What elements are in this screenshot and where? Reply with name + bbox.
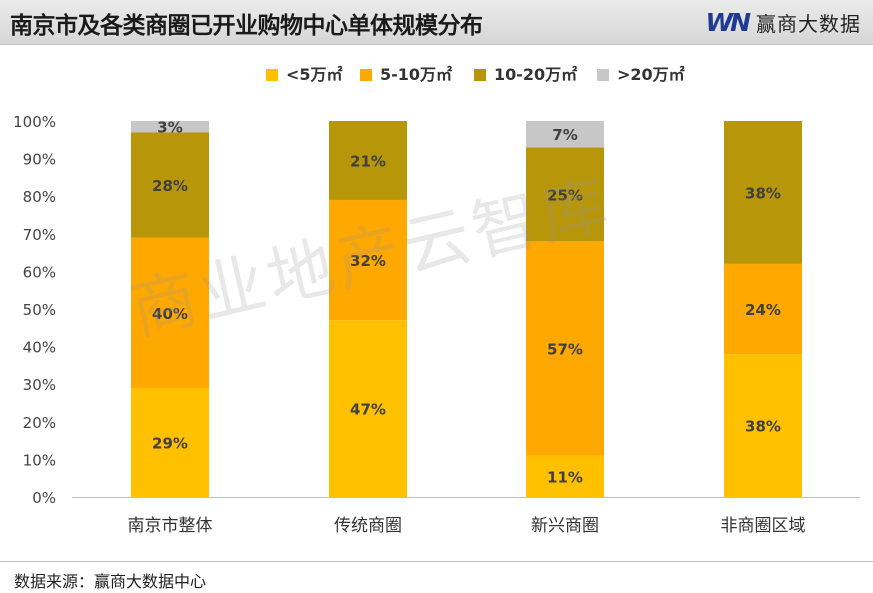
bar-segment (131, 387, 209, 497)
data-label: 32% (350, 252, 386, 270)
bar-segment (724, 263, 802, 355)
y-tick-label: 60% (23, 263, 56, 281)
header-bar: 南京市及各类商圈已开业购物中心单体规模分布 WN 赢商大数据 (0, 0, 873, 45)
bar-segment (329, 121, 407, 200)
y-tick-label: 10% (23, 451, 56, 469)
brand-name: 赢商大数据 (756, 11, 861, 36)
bar-segment (526, 147, 604, 242)
legend-label: >20万㎡ (617, 65, 685, 84)
stacked-bar-chart: <5万㎡ 5-10万㎡ 10-20万㎡ >20万㎡ 0% 10% 20% 30% 40% 50%… (13, 65, 860, 536)
bar-segment (526, 241, 604, 456)
y-axis: 0% 10% 20% 30% 40% 50% 60% 70% 80% 90% 100% (13, 113, 860, 507)
data-label: 28% (152, 177, 188, 195)
data-label: 57% (547, 340, 583, 358)
bar-segment (131, 121, 209, 133)
data-label: 21% (350, 152, 386, 170)
bar-segment (526, 121, 604, 148)
y-tick-label: 100% (13, 113, 56, 131)
x-tick-label: 新兴商圈 (531, 516, 599, 536)
x-tick-label: 传统商圈 (334, 516, 402, 536)
x-tick-label: 南京市整体 (128, 516, 213, 536)
x-axis: 南京市整体 传统商圈 新兴商圈 非商圈区域 (128, 516, 806, 536)
data-label: 3% (157, 119, 182, 137)
y-tick-label: 0% (32, 489, 56, 507)
legend-label: <5万㎡ (286, 65, 343, 84)
y-tick-label: 90% (23, 151, 56, 169)
page-title: 南京市及各类商圈已开业购物中心单体规模分布 (10, 13, 483, 39)
y-tick-label: 80% (23, 188, 56, 206)
legend-swatch (266, 69, 278, 81)
legend-swatch (597, 69, 609, 81)
data-label: 38% (745, 184, 781, 202)
y-tick-label: 50% (23, 301, 56, 319)
y-tick-label: 20% (23, 414, 56, 432)
bar-segment (724, 354, 802, 497)
bar-segment (131, 237, 209, 388)
brand: WN 赢商大数据 (706, 7, 862, 37)
y-tick-label: 40% (23, 339, 56, 357)
chart-legend: <5万㎡ 5-10万㎡ 10-20万㎡ >20万㎡ (266, 65, 685, 84)
data-label: 29% (152, 434, 188, 452)
y-tick-label: 70% (23, 226, 56, 244)
legend-swatch (360, 69, 372, 81)
bars-group: 29% 40% 28% 3% 47% 32% 21% 11% 57% 25% 7% 38% 24% 38% (131, 119, 802, 497)
legend-label: 10-20万㎡ (494, 65, 577, 84)
data-label: 47% (350, 401, 386, 419)
source-note: 数据来源：赢商大数据中心 (14, 572, 207, 591)
x-tick-label: 非商圈区域 (721, 516, 806, 536)
data-label: 38% (745, 418, 781, 436)
legend-swatch (474, 69, 486, 81)
data-label: 40% (152, 305, 188, 323)
brand-logo-icon: WN (705, 7, 751, 37)
bar-segment (131, 132, 209, 238)
bar-segment (724, 121, 802, 264)
bar-segment (329, 320, 407, 497)
data-label: 24% (745, 301, 781, 319)
data-label: 7% (552, 126, 577, 144)
y-tick-label: 30% (23, 376, 56, 394)
bar-segment (329, 199, 407, 321)
data-label: 11% (547, 468, 583, 486)
source-divider (0, 561, 873, 562)
data-label: 25% (547, 186, 583, 204)
bar-segment (526, 455, 604, 497)
legend-label: 5-10万㎡ (380, 65, 452, 84)
